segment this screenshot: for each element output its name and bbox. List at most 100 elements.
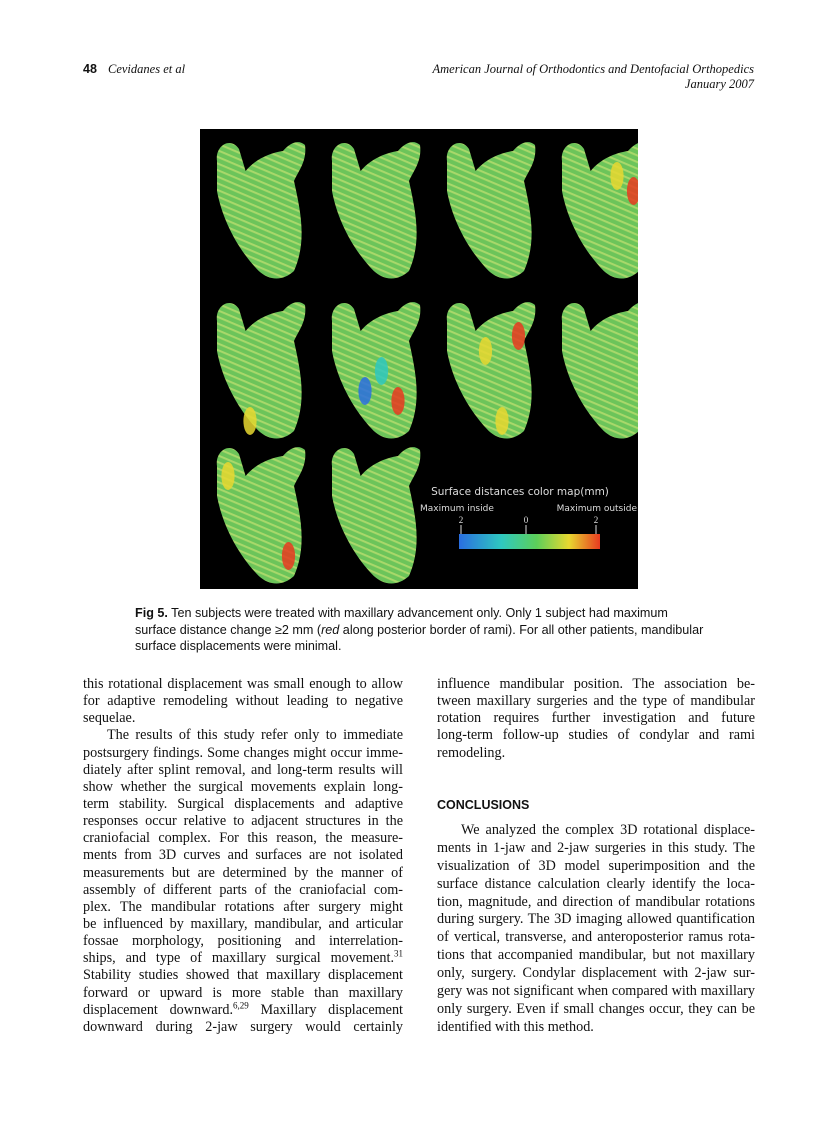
text-line: term stability. Surgical displacements a…	[83, 796, 403, 813]
text-line: ships, and type of maxillary surgical mo…	[83, 948, 403, 967]
running-author: Cevidanes et al	[108, 62, 186, 76]
mandible-panels: Surface distances color map(mm) Maximum …	[216, 142, 638, 584]
conclusions-body: We analyzed the complex 3D rotational di…	[437, 822, 755, 1037]
text-line: displacement downward.6,29 Maxillary dis…	[83, 999, 403, 1019]
text-line: gery was not significant when compared w…	[437, 983, 755, 1001]
distance-hotspot	[610, 162, 624, 190]
text-line: downward during 2-jaw surgery would cert…	[83, 1019, 403, 1036]
line-text: displacement downward.	[83, 1001, 234, 1018]
left-column: this rotational displacement was small e…	[83, 676, 403, 1036]
text-line: ments in 1-jaw and 2-jaw surgeries in th…	[437, 840, 755, 858]
reference-31[interactable]: 31	[394, 948, 403, 959]
line-text: forward or upward is more stable than ma…	[83, 984, 403, 1001]
mandible-surface-panel	[446, 302, 536, 439]
distance-hotspot	[281, 542, 296, 570]
figure-caption: Fig 5. Ten subjects were treated with ma…	[135, 605, 705, 655]
text-line: tion, magnitude, and direction of mandib…	[437, 894, 755, 912]
line-text: tion, magnitude, and direction of mandib…	[437, 893, 755, 910]
mandible-shape	[446, 302, 536, 439]
mandible-shape	[561, 303, 638, 439]
line-text: for adaptive remodeling without leading …	[83, 693, 403, 710]
mandible-shape	[216, 142, 306, 279]
text-line: forward or upward is more stable than ma…	[83, 985, 403, 1002]
legend-right-label: Maximum outside	[557, 504, 638, 514]
mandible-surface-panel	[331, 142, 421, 279]
mandible-surface-panel	[446, 142, 536, 279]
text-line: identified with this method.	[437, 1019, 755, 1037]
text-line: assembly of different parts of the crani…	[83, 882, 403, 899]
mandible-surface-panel	[561, 303, 638, 439]
text-line: tions that accompanied mandibular, but n…	[437, 947, 755, 965]
reference-6-29[interactable]: 6,29	[233, 999, 249, 1010]
distance-hotspot	[358, 377, 372, 405]
distance-hotspot	[374, 357, 389, 385]
line-text: term stability. Surgical displacements a…	[83, 795, 403, 812]
distance-hotspot	[495, 407, 509, 435]
distance-hotspot	[391, 387, 405, 415]
line-text: this rotational displacement was small e…	[83, 676, 403, 692]
text-line: Stability studies showed that maxillary …	[83, 967, 403, 984]
line-text: assembly of different parts of the crani…	[83, 881, 403, 898]
text-line: plex. The mandibular rotations after sur…	[83, 899, 403, 916]
mandible-surface-panel	[216, 302, 306, 439]
text-line: measurements but are determined by the m…	[83, 865, 403, 882]
line-text: tions that accompanied mandibular, but n…	[437, 947, 755, 964]
caption-text-end: along posterior border of rami). For all…	[135, 622, 704, 654]
line-text: ships, and type of maxillary surgical mo…	[83, 950, 394, 967]
line-text: show whether the surgical movements expl…	[83, 778, 403, 795]
text-line: The results of this study refer only to …	[83, 727, 403, 744]
mandible-shape	[561, 143, 638, 279]
line-text: visualization of 3D model superimpositio…	[437, 857, 755, 874]
line-text: only surgery. Even if small changes occu…	[437, 1000, 755, 1017]
line-text: ments in 1-jaw and 2-jaw surgeries in th…	[437, 839, 755, 856]
text-line: fossae morphology, positioning and inter…	[83, 933, 403, 950]
mandible-shape	[446, 142, 536, 279]
text-line: sequelae.	[83, 710, 403, 727]
line-text: The results of this study refer only to …	[107, 727, 403, 744]
distance-hotspot	[243, 407, 257, 435]
tick-label-outside: 2	[594, 515, 599, 525]
line-text: only, surgery. Condylar displacement wit…	[437, 965, 755, 982]
mandible-surface-panel	[331, 447, 421, 584]
tick-label-zero: 0	[524, 515, 529, 525]
line-text: identified with this method.	[437, 1018, 594, 1035]
line-text: craniofacial complex. For this reason, t…	[83, 830, 403, 847]
text-line: diately after splint removal, and long-t…	[83, 762, 403, 779]
text-line: be influenced by maxillary, mandibular, …	[83, 916, 403, 933]
line-text: Stability studies showed that maxillary …	[83, 967, 403, 984]
color-bar	[459, 534, 600, 549]
mandible-surface-panel	[216, 142, 306, 279]
distance-hotspot	[511, 322, 526, 350]
text-line: postsurgery findings. Some changes might…	[83, 745, 403, 762]
line-text: remodeling.	[437, 744, 506, 761]
line-text: downward during 2-jaw surgery would cert…	[83, 1018, 403, 1035]
text-line: responses occur relative to adjacent str…	[83, 813, 403, 830]
text-line: long-term follow-up studies of condylar …	[437, 727, 755, 744]
line-text: sequelae.	[83, 710, 136, 727]
text-line: only surgery. Even if small changes occu…	[437, 1001, 755, 1019]
section-heading-conclusions: CONCLUSIONS	[437, 798, 530, 812]
issue-date: January 2007	[684, 77, 754, 91]
text-line: influence mandibular position. The assoc…	[437, 676, 755, 693]
figure-5: Surface distances color map(mm) Maximum …	[200, 129, 638, 589]
text-line: ments from 3D curves and surfaces are no…	[83, 847, 403, 864]
line-text: ments from 3D curves and surfaces are no…	[83, 847, 403, 864]
line-text: postsurgery findings. Some changes might…	[83, 744, 403, 761]
text-line: for adaptive remodeling without leading …	[83, 693, 403, 710]
mandible-surface-panel	[216, 447, 306, 584]
text-line: during surgery. The 3D imaging allowed q…	[437, 911, 755, 929]
tick-label-inside: 2	[459, 515, 464, 525]
mandible-shape	[216, 302, 306, 439]
line-text: measurements but are determined by the m…	[83, 864, 403, 881]
line-text: fossae morphology, positioning and inter…	[83, 933, 403, 950]
line-text: Maxillary displacement	[248, 1001, 403, 1018]
line-text: responses occur relative to adjacent str…	[83, 813, 403, 830]
text-line: tween maxillary surgeries and the type o…	[437, 693, 755, 710]
line-text: plex. The mandibular rotations after sur…	[83, 898, 403, 915]
line-text: be influenced by maxillary, mandibular, …	[83, 915, 403, 932]
text-line: show whether the surgical movements expl…	[83, 779, 403, 796]
mandible-shape	[331, 142, 421, 279]
right-column-top: influence mandibular position. The assoc…	[437, 676, 755, 762]
line-text: surface distance calculation clearly ide…	[437, 875, 755, 892]
